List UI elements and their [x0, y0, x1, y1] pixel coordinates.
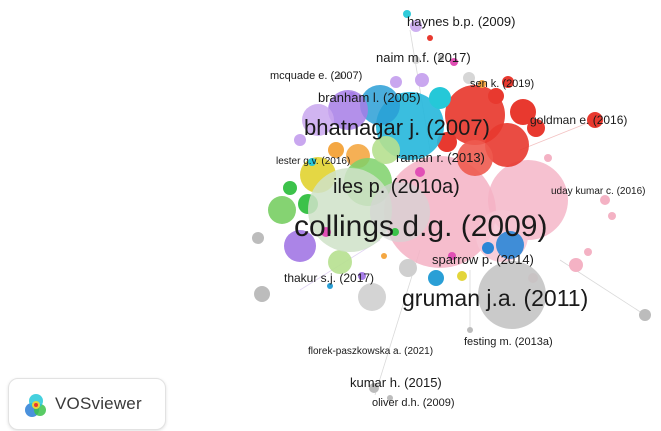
network-labels: haynes b.p. (2009) naim m.f. (2017) mcqu… [270, 14, 646, 409]
network-node [457, 140, 493, 176]
node-label-mcquade-2007[interactable]: mcquade e. (2007) [270, 70, 362, 82]
network-node [308, 158, 316, 166]
network-node [429, 87, 451, 109]
network-node [527, 119, 545, 137]
node-label-iles-2010a[interactable]: iles p. (2010a) [333, 176, 460, 198]
network-node [478, 261, 546, 329]
network-nodes [252, 10, 651, 401]
network-node [328, 250, 352, 274]
network-node [321, 227, 331, 237]
network-node [283, 181, 297, 195]
node-label-florek-paszkowska-2021[interactable]: florek-paszkowska a. (2021) [308, 346, 433, 357]
network-node [482, 242, 494, 254]
node-label-sen-2019[interactable]: sen k. (2019) [470, 78, 534, 90]
network-node [358, 272, 366, 280]
node-label-raman-2013[interactable]: raman r. (2013) [396, 150, 485, 165]
node-label-naim-2017[interactable]: naim m.f. (2017) [376, 50, 471, 65]
node-label-oliver-2009[interactable]: oliver d.h. (2009) [372, 397, 455, 409]
network-node [384, 156, 496, 268]
node-label-kumar-2015[interactable]: kumar h. (2015) [350, 375, 442, 390]
node-label-haynes-2009[interactable]: haynes b.p. (2009) [407, 14, 515, 29]
node-label-collings-2009[interactable]: collings d.g. (2009) [294, 210, 547, 243]
network-node [302, 104, 334, 136]
network-node [358, 283, 386, 311]
network-node [488, 88, 504, 104]
network-node [399, 259, 417, 277]
network-node [415, 167, 425, 177]
node-label-branham-2005[interactable]: branham l. (2005) [318, 90, 421, 105]
network-node [370, 182, 430, 242]
network-node [467, 327, 473, 333]
vosviewer-brand-badge[interactable]: VOSviewer [8, 378, 166, 430]
network-node [403, 10, 411, 18]
network-node [600, 195, 610, 205]
network-node [427, 35, 433, 41]
network-node [510, 99, 536, 125]
node-label-thakur-2017[interactable]: thakur s.j. (2017) [284, 271, 374, 285]
network-node [608, 212, 616, 220]
network-node [428, 270, 444, 286]
network-node [412, 56, 420, 64]
network-node [294, 134, 306, 146]
brand-name: VOSviewer [55, 394, 142, 413]
network-node [328, 90, 368, 130]
network-node [457, 271, 467, 281]
network-node [372, 136, 400, 164]
network-node [284, 230, 316, 262]
node-label-bhatnagar-2007[interactable]: bhatnagar j. (2007) [304, 115, 490, 140]
network-node [360, 85, 400, 125]
network-node [369, 383, 379, 393]
network-node [496, 231, 524, 259]
network-node [254, 286, 270, 302]
network-node [390, 76, 402, 88]
network-node [387, 395, 393, 401]
network-node [448, 252, 456, 260]
node-label-uday-kumar-2016[interactable]: uday kumar c. (2016) [551, 186, 646, 197]
node-label-gruman-2011[interactable]: gruman j.a. (2011) [402, 285, 588, 311]
vosviewer-heatmap-logo-icon [25, 394, 46, 417]
network-node [348, 92, 356, 100]
network-node [438, 55, 444, 61]
network-node [544, 154, 552, 162]
network-node [268, 196, 296, 224]
node-label-lester-2016[interactable]: lester g.v. (2016) [276, 156, 350, 167]
network-node [381, 253, 387, 259]
network-node [410, 20, 422, 32]
network-node [478, 80, 486, 88]
network-node [391, 228, 399, 236]
network-node [252, 232, 264, 244]
network-node [485, 123, 529, 167]
network-node [569, 258, 583, 272]
node-label-festing-2013a[interactable]: festing m. (2013a) [464, 336, 553, 348]
network-node [327, 283, 333, 289]
network-node [337, 73, 343, 79]
node-label-goldman-2016[interactable]: goldman e. (2016) [530, 113, 627, 127]
network-node [463, 72, 475, 84]
network-node [502, 76, 514, 88]
network-node [587, 112, 603, 128]
network-node [415, 73, 429, 87]
network-node [584, 248, 592, 256]
network-node [328, 142, 344, 158]
network-node [639, 309, 651, 321]
node-label-sparrow-2014[interactable]: sparrow p. (2014) [432, 252, 534, 267]
network-node [450, 58, 458, 66]
